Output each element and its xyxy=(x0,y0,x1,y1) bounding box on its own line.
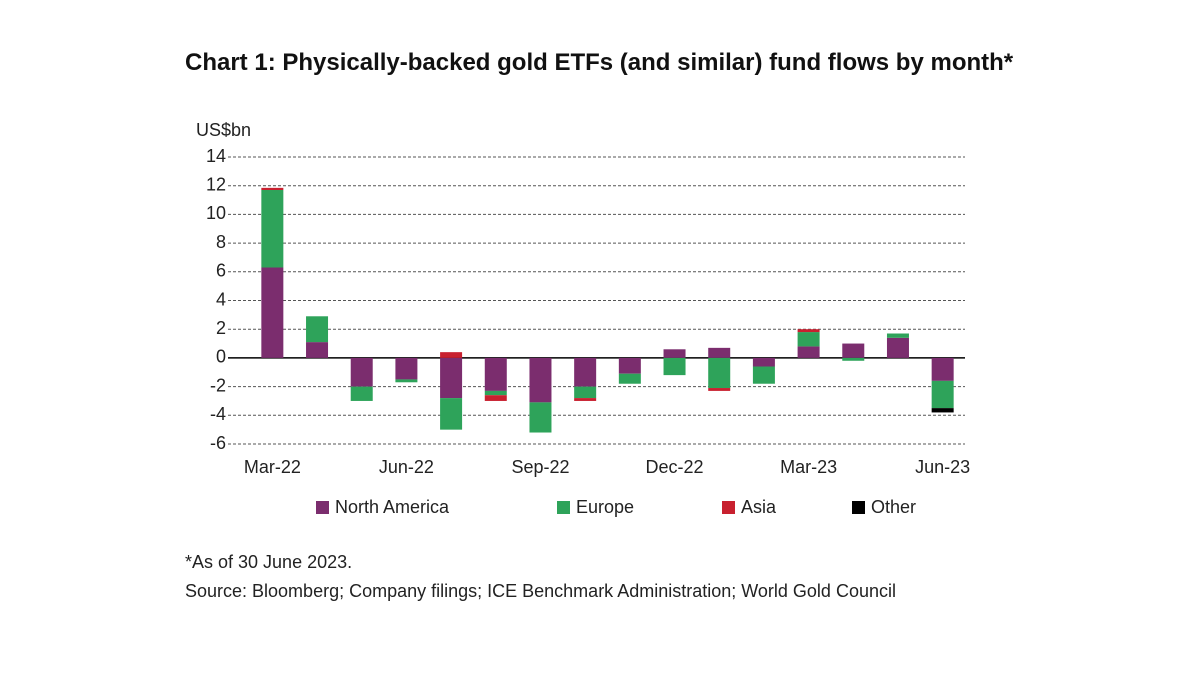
bar-segment xyxy=(395,357,418,380)
y-axis-label: US$bn xyxy=(196,120,251,140)
legend-swatch xyxy=(722,501,735,514)
y-tick-label: 10 xyxy=(206,203,226,223)
bar-segment xyxy=(708,347,731,358)
legend-swatch xyxy=(557,501,570,514)
legend-label: North America xyxy=(335,497,450,517)
bar-segment xyxy=(708,357,731,389)
bar-segment xyxy=(752,357,775,367)
bar-segment xyxy=(261,267,284,358)
y-tick-label: 8 xyxy=(216,232,226,252)
bar-segment xyxy=(395,379,418,383)
bar-segment xyxy=(663,349,686,358)
y-tick-label: 12 xyxy=(206,174,226,194)
bar-segment xyxy=(484,395,507,401)
bar-segment xyxy=(261,187,284,191)
bar-segment xyxy=(842,343,865,358)
bar-segment xyxy=(618,373,641,384)
bar-segment xyxy=(484,390,507,396)
bar-segment xyxy=(797,329,820,333)
x-tick-label: Sep-22 xyxy=(511,457,569,477)
bar-segment xyxy=(931,380,954,409)
chart: US$bn -6 -4 -2 0 2 4 6 8 10 12 14 Mar-22 Jun-22 Sep-2… xyxy=(196,120,970,517)
y-tick-label: 4 xyxy=(216,289,226,309)
bar-segment xyxy=(440,357,463,399)
bar-segment xyxy=(529,357,552,403)
x-tick-label: Mar-22 xyxy=(244,457,301,477)
bar-segment xyxy=(797,332,820,347)
bar-segment xyxy=(261,190,284,268)
y-tick-label: 14 xyxy=(206,146,226,166)
y-tick-label: 6 xyxy=(216,261,226,281)
footnote: *As of 30 June 2023. xyxy=(185,552,353,572)
legend-label: Asia xyxy=(741,497,777,517)
bar-segment xyxy=(797,346,820,358)
bar-segment xyxy=(574,386,597,399)
bar-segment xyxy=(440,352,463,358)
bar-segment xyxy=(618,357,641,374)
bar-segment xyxy=(440,398,463,430)
bar-segment xyxy=(350,357,373,387)
legend-swatch xyxy=(852,501,865,514)
bar-segment xyxy=(574,398,597,401)
bar-segment xyxy=(484,357,507,391)
bar-segment xyxy=(708,388,731,391)
bar-segment xyxy=(886,333,909,338)
y-tick-label: 0 xyxy=(216,347,226,367)
legend-swatch xyxy=(316,501,329,514)
y-tick-label: -4 xyxy=(210,404,226,424)
bar-segment xyxy=(574,357,597,387)
bar-segment xyxy=(842,357,865,361)
x-tick-label: Jun-23 xyxy=(915,457,970,477)
source-note: Source: Bloomberg; Company filings; ICE … xyxy=(185,581,896,601)
x-tick-label: Jun-22 xyxy=(379,457,434,477)
bar-segment xyxy=(886,337,909,358)
legend-label: Other xyxy=(871,497,916,517)
legend-label: Europe xyxy=(576,497,634,517)
x-tick-label: Mar-23 xyxy=(780,457,837,477)
bar-segment xyxy=(306,342,329,358)
bar-segment xyxy=(752,366,775,384)
bar-segment xyxy=(931,408,954,413)
bar-segment xyxy=(931,357,954,381)
y-tick-label: -2 xyxy=(210,375,226,395)
bar-segment xyxy=(663,357,686,376)
y-tick-label: -6 xyxy=(210,433,226,453)
bar-segment xyxy=(306,316,329,343)
bar-segment xyxy=(350,386,373,401)
y-tick-label: 2 xyxy=(216,318,226,338)
x-tick-label: Dec-22 xyxy=(646,457,704,477)
chart-title: Chart 1: Physically-backed gold ETFs (an… xyxy=(185,49,1014,76)
bar-segment xyxy=(529,402,552,433)
